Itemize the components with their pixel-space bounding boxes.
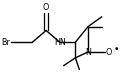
Text: •: • — [113, 46, 119, 55]
Text: N: N — [85, 48, 91, 57]
Text: Br: Br — [1, 38, 10, 47]
Text: HN: HN — [54, 38, 66, 47]
Text: O: O — [43, 3, 49, 12]
Text: O: O — [106, 48, 112, 57]
